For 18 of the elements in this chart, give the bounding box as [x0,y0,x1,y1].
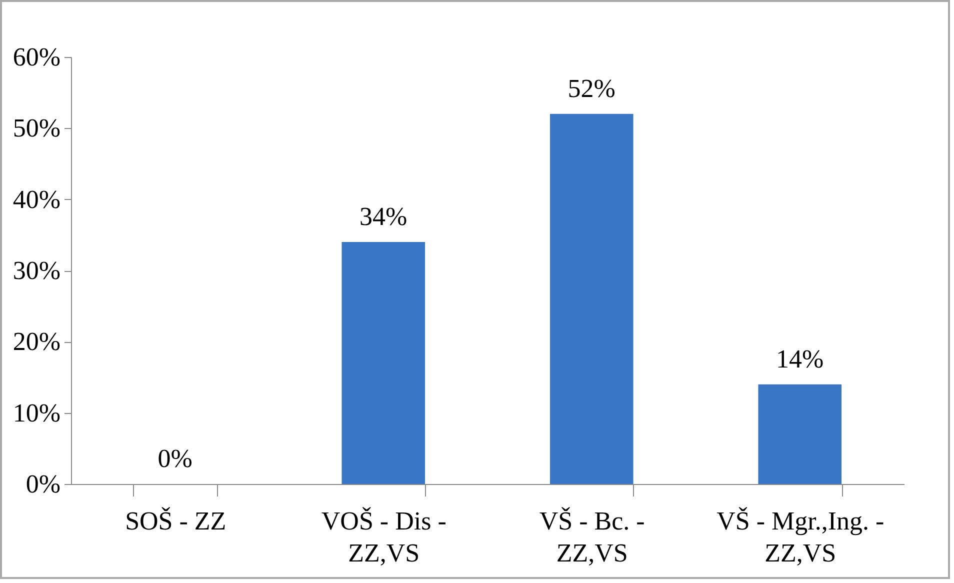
y-tick-label: 20% [12,327,60,356]
y-tick-label: 40% [12,184,60,214]
bar [342,242,426,484]
data-label: 0% [158,444,192,473]
data-label: 52% [568,74,616,103]
x-tick-label: SOŠ - ZZ [125,506,226,536]
y-tick-label: 50% [12,114,60,143]
y-tick-label: 0% [26,470,60,498]
data-label: 14% [776,344,824,374]
bar [758,384,842,484]
x-tick-label: VOŠ - Dis - ZZ,VS [321,506,446,568]
y-tick-label: 30% [12,256,60,285]
x-tick-label: VŠ - Mgr.,Ing. - ZZ,VS [716,506,884,568]
y-tick-label: 60% [12,42,60,72]
bar [550,114,634,484]
data-label: 34% [360,202,408,232]
x-tick-label: VŠ - Bc. - ZZ,VS [539,506,645,568]
y-tick-label: 10% [12,398,60,428]
